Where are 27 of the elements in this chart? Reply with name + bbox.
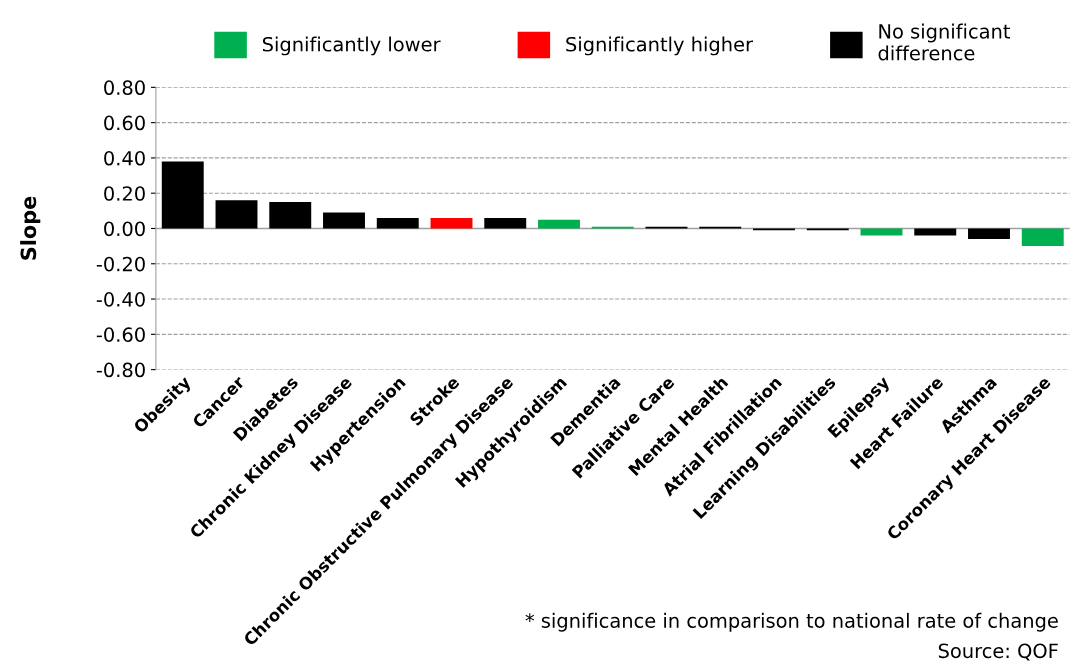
y-tick-label: -0.60 [96, 327, 145, 342]
bar [860, 228, 903, 236]
y-tick-label: 0.80 [104, 80, 145, 96]
y-tick-label: -0.80 [96, 362, 145, 378]
text: * significance in comparison to national rate of change [525, 612, 1058, 632]
bar [161, 161, 204, 229]
bar [968, 228, 1010, 240]
bar [430, 217, 473, 229]
bar [215, 200, 258, 229]
y-tick-label: -0.40 [96, 292, 145, 307]
legend-label: No significant difference [878, 23, 1011, 61]
bar [914, 228, 957, 236]
bar [269, 202, 312, 229]
y-tick-label: -0.20 [96, 256, 145, 272]
bar [484, 217, 527, 229]
source-note: Source: QOF [938, 643, 1058, 661]
legend-label: Significantly higher [566, 36, 754, 56]
y-tick-label: 0.00 [104, 221, 145, 237]
bar [1021, 228, 1064, 247]
bar [538, 219, 580, 229]
y-tick-label: 0.20 [104, 186, 145, 201]
y-axis-title: Slope [20, 196, 41, 260]
bar [376, 217, 419, 229]
bar [323, 212, 365, 229]
y-tick-label: 0.40 [104, 150, 145, 166]
legend-label: Significantly lower [262, 36, 441, 56]
y-tick-label: 0.60 [104, 115, 145, 131]
